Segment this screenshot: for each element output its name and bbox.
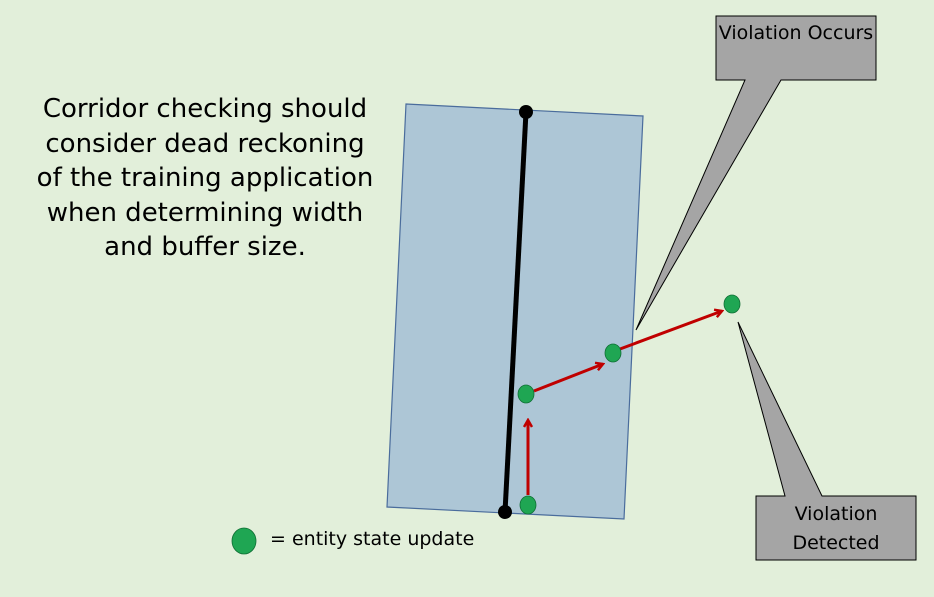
centerline-end-point (498, 505, 512, 519)
entity-update-4 (723, 294, 741, 314)
callout-violation-occurs (635, 15, 877, 331)
main-explanation-text: Corridor checking should consider dead r… (36, 94, 374, 262)
legend-label: = entity state update (270, 528, 475, 550)
entity-update-2 (517, 384, 535, 404)
dr-arrow-2 (533, 364, 603, 393)
callout-violation-detected-text: Violation Detected (792, 503, 880, 554)
centerline-start-point (519, 105, 533, 119)
legend-entity-dot (231, 527, 257, 555)
callout-violation-detected (737, 321, 917, 561)
entity-update-3 (604, 343, 622, 363)
entity-update-1 (519, 495, 537, 515)
dr-arrow-3 (619, 311, 722, 351)
callout-violation-occurs-text: Violation Occurs (718, 22, 874, 44)
centerline (502, 111, 529, 513)
